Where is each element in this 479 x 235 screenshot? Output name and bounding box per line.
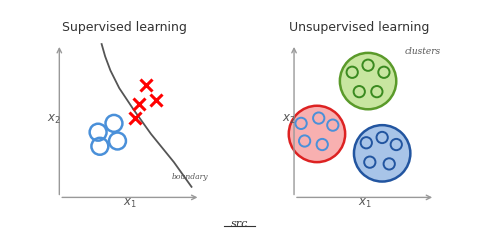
- Text: $x_2$: $x_2$: [47, 113, 61, 126]
- Circle shape: [354, 125, 411, 181]
- Text: clusters: clusters: [405, 47, 441, 56]
- Title: Supervised learning: Supervised learning: [62, 21, 187, 34]
- Text: $x_1$: $x_1$: [123, 197, 137, 210]
- Text: $x_1$: $x_1$: [358, 197, 371, 210]
- Text: src: src: [231, 219, 248, 229]
- Title: Unsupervised learning: Unsupervised learning: [289, 21, 430, 34]
- Text: boundary: boundary: [172, 173, 209, 181]
- Circle shape: [289, 106, 345, 162]
- Text: $x_2$: $x_2$: [282, 113, 296, 126]
- Circle shape: [340, 53, 396, 109]
